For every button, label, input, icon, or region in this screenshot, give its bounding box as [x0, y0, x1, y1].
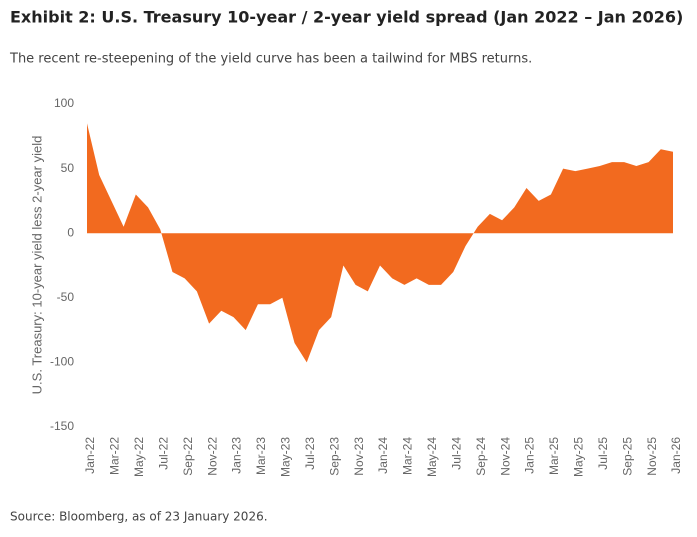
x-tick-label: Mar-23	[254, 437, 268, 475]
x-tick-label: Jul-22	[156, 437, 170, 470]
y-tick-label: -150	[50, 419, 74, 433]
x-tick-label: Mar-24	[401, 437, 415, 475]
y-tick-label: 0	[67, 225, 74, 239]
x-tick-label: Jan-24	[376, 437, 390, 474]
x-tick-label: Jan-22	[83, 437, 97, 474]
y-tick-label: 50	[61, 161, 75, 175]
y-tick-label: -100	[50, 355, 74, 369]
x-tick-label: Jan-23	[230, 437, 244, 474]
x-tick-label: May-23	[279, 437, 293, 477]
y-tick-label: 100	[54, 96, 74, 110]
x-tick-label: Sep-24	[474, 437, 488, 476]
x-tick-label: Nov-24	[498, 437, 512, 476]
chart-subtitle: The recent re-steepening of the yield cu…	[9, 52, 532, 67]
x-tick-label: May-22	[132, 437, 146, 477]
x-tick-label: Jul-25	[596, 437, 610, 470]
x-tick-label: Sep-25	[620, 437, 634, 476]
x-tick-label: Mar-25	[547, 437, 561, 475]
x-tick-label: May-25	[572, 437, 586, 477]
x-tick-label: Jul-23	[303, 437, 317, 470]
x-tick-label: Jul-24	[449, 437, 463, 470]
x-tick-label: Nov-25	[645, 437, 659, 476]
x-tick-label: Mar-22	[108, 437, 122, 475]
x-tick-label: Nov-23	[352, 437, 366, 476]
x-tick-label: Jan-25	[523, 437, 537, 474]
x-tick-label: Jan-26	[669, 437, 683, 474]
y-axis-label: U.S. Treasury: 10-year yield less 2-year…	[29, 136, 44, 395]
chart-title: Exhibit 2: U.S. Treasury 10-year / 2-yea…	[10, 8, 683, 27]
x-tick-label: Sep-23	[327, 437, 341, 476]
x-tick-label: Sep-22	[181, 437, 195, 476]
y-tick-label: -50	[57, 290, 75, 304]
spread-area	[87, 123, 673, 363]
source-note: Source: Bloomberg, as of 23 January 2026…	[10, 510, 268, 524]
x-tick-label: Nov-22	[205, 437, 219, 476]
x-tick-label: May-24	[425, 437, 439, 477]
